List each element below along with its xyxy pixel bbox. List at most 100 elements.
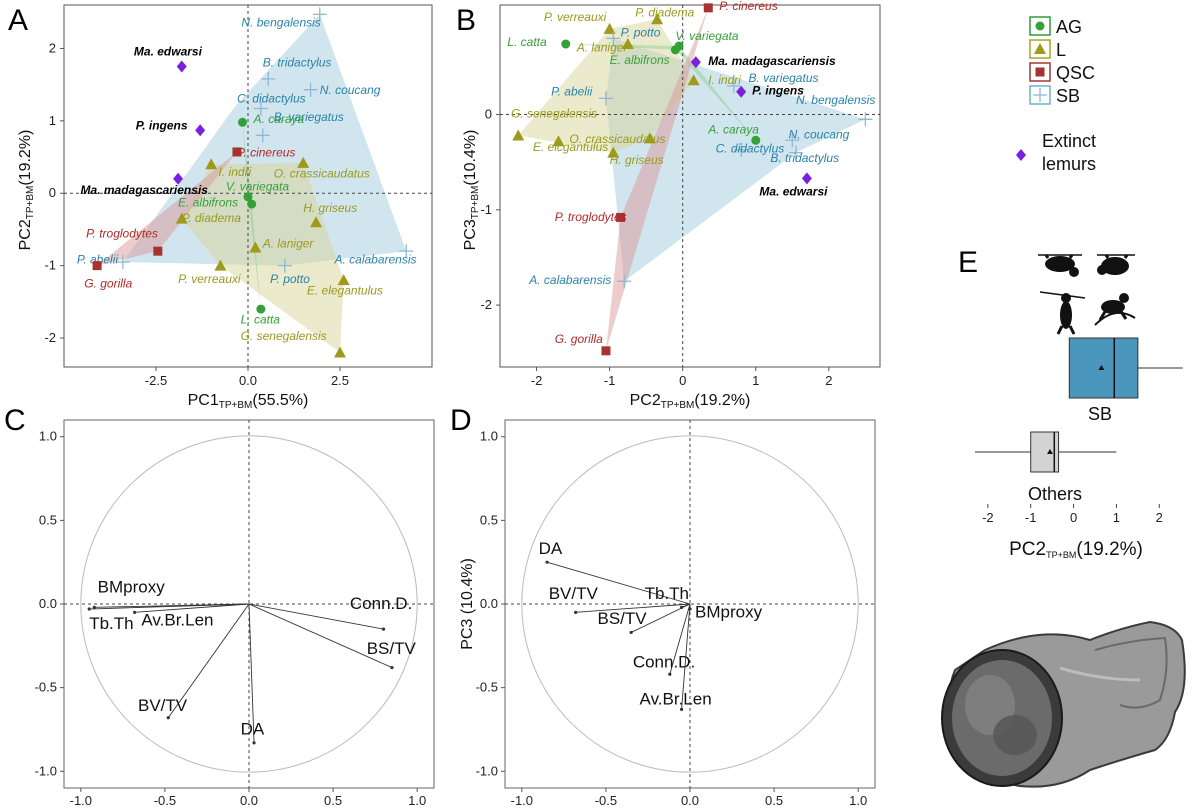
point-ma-madagascariensis (690, 56, 701, 69)
point-o-crassicaudatus (607, 146, 620, 158)
loading-arrowhead-tb-th (87, 607, 91, 611)
point-p-verreauxi (214, 259, 227, 271)
point-b-variegatus (255, 128, 270, 143)
point-label-p-potto: P. potto (270, 272, 310, 286)
panel-e-x-axis-label: PC2TP+BM(19.2%) (1009, 539, 1143, 560)
x-tick-label: 2.5 (331, 373, 349, 388)
point-label-i-indri: I. indri (708, 73, 741, 87)
point-label-l-catta: L. catta (241, 313, 281, 327)
loading-arrowhead-bv-tv (166, 716, 170, 720)
panel-d-loadings: DA BV/TV Tb.Th BS/TV BMproxy Conn.D. Av.Br.Len… (459, 419, 876, 808)
point-p-troglodytes (616, 212, 626, 222)
point-label-p-troglodytes: P. troglodytes (555, 210, 627, 224)
point-a-caraya (751, 135, 761, 145)
x-tick-label: 0 (679, 373, 686, 388)
loading-arrowhead-av-br-len (133, 610, 137, 614)
point-label-n-coucang: N. coucang (320, 83, 381, 97)
loading-arrow-da (248, 603, 255, 743)
point-label-h-griseus: H. griseus (610, 153, 664, 167)
point-n-bengalensis (312, 7, 327, 22)
loading-arrowhead-da (545, 560, 549, 564)
y-tick-label: 1 (49, 113, 56, 128)
point-label-c-didactylus: C. didactylus (237, 92, 306, 106)
x-tick-label: 2 (1156, 510, 1163, 525)
box-mean-others (1047, 449, 1053, 454)
point-label-b-variegatus: B. variegatus (748, 71, 818, 85)
x-tick-label: 1.0 (408, 793, 426, 808)
point-p-ingens (195, 124, 206, 137)
loading-label-tb-th: Tb.Th (89, 614, 133, 633)
point-label-ma-madagascariensis: Ma. madagascariensis (81, 183, 209, 197)
x-tick-label: 2 (825, 373, 832, 388)
panel-d-y-axis-label: PC3 (10.4%) (459, 558, 476, 650)
point-i-indri (205, 158, 218, 170)
loading-label-conn-d: Conn.D. (350, 594, 412, 613)
point-a-laniger (621, 38, 634, 50)
loading-arrowhead-da (252, 741, 256, 745)
point-label-o-crassicaudatus: O. crassicaudatus (569, 132, 665, 146)
point-label-h-griseus: H. griseus (303, 201, 357, 215)
point-e-elegantulus (337, 274, 350, 286)
loading-arrowhead-bv-tv (574, 610, 578, 614)
point-l-catta (561, 39, 571, 49)
panel-letter-e: E (958, 246, 978, 279)
panel-c-loadings: BMproxy Tb.Th Av.Br.Len Conn.D. BS/TV BV/TV DA… (35, 419, 435, 808)
panel-letter-c: C (4, 404, 26, 437)
y-tick-label: -2 (480, 297, 492, 312)
hull-l (518, 19, 694, 153)
hull-l (181, 162, 344, 353)
point-label-p-ingens: P. ingens (136, 119, 188, 133)
x-tick-label: 0.5 (765, 793, 783, 808)
loading-arrow-bv-tv (575, 603, 691, 613)
legend-extinct-line2: lemurs (1042, 154, 1096, 174)
panel-b-x-axis-label: PC2TP+BM(19.2%) (630, 392, 751, 411)
panel-letter-d: D (450, 404, 472, 437)
point-label-a-laniger: A. laniger (576, 41, 629, 55)
point-e-albifrons (247, 199, 257, 209)
point-label-l-catta: L. catta (507, 35, 547, 49)
point-p-abelii (115, 255, 130, 270)
loading-arrowhead-av-br-len (679, 707, 684, 711)
point-p-troglodytes (153, 246, 163, 256)
point-c-didactylus (253, 101, 268, 116)
x-tick-label: 1 (1113, 510, 1120, 525)
unit-circle (521, 435, 859, 773)
loading-label-bs-tv: BS/TV (367, 639, 417, 658)
point-label-n-bengalensis: N. bengalensis (241, 16, 320, 30)
y-tick-label: -0.5 (35, 680, 57, 695)
point-p-verreauxi (603, 22, 616, 34)
loading-label-tb-th: Tb.Th (645, 584, 689, 603)
loading-arrow-conn-d (248, 603, 384, 630)
point-label-g-gorilla: G. gorilla (84, 276, 132, 290)
loading-label-av-br-len: Av.Br.Len (640, 689, 712, 708)
point-label-b-tridactylus: B. tridactylus (770, 151, 839, 165)
y-tick-label: 1.0 (480, 429, 498, 444)
point-ma-madagascariensis (173, 172, 184, 185)
panel-a-pca-scatter: N. bengalensis B. tridactylus N. coucang C.… (17, 4, 433, 411)
legend-label-l: L (1056, 40, 1066, 60)
loading-arrow-da (546, 561, 691, 605)
panel-b-y-axis-label: PC3TP+BM(10.4%) (462, 130, 481, 251)
point-label-p-diadema: P. diadema (182, 211, 241, 225)
loading-arrowhead-bs-tv (390, 665, 394, 670)
point-p-abelii (598, 91, 613, 106)
point-n-bengalensis (858, 112, 873, 127)
panel-e-boxplot: SB Others -2 -1 0 1 2 PC2TP+BM(19.2%) (975, 254, 1183, 560)
point-label-a-caraya: A. caraya (707, 123, 759, 137)
box-label-sb: SB (1088, 404, 1112, 424)
panel-a-x-axis-label: PC1TP+BM(55.5%) (188, 392, 309, 411)
point-label-b-tridactylus: B. tridactylus (263, 56, 332, 70)
point-label-g-gorilla: G. gorilla (555, 332, 603, 346)
x-tick-label: -0.5 (154, 793, 176, 808)
loading-arrow-tb-th (89, 603, 250, 610)
x-tick-label: -1 (604, 373, 616, 388)
point-label-e-albifrons: E. albifrons (610, 53, 670, 67)
point-label-e-elcgantulus: E. elcgantulus (533, 140, 608, 154)
point-p-ingens (736, 85, 747, 98)
x-tick-label: -2.5 (145, 373, 167, 388)
loading-arrow-bs-tv (630, 603, 691, 633)
point-n-coucang (785, 133, 800, 148)
loris-climbing-silhouette-icon (1094, 293, 1136, 326)
y-tick-label: -1.0 (35, 763, 57, 778)
point-e-albifrons (670, 45, 680, 55)
